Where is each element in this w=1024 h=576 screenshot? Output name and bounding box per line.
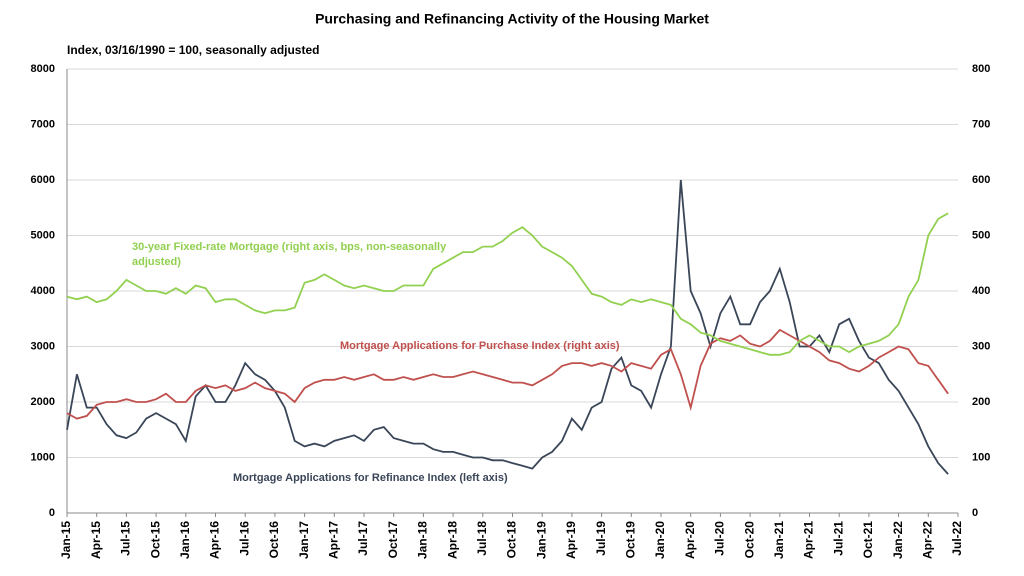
y-tick-label: 7000 [31, 118, 55, 130]
x-tick-label: Jul-21 [831, 521, 845, 556]
y2-tick-label: 500 [972, 229, 990, 241]
y2-tick-label: 100 [972, 451, 990, 463]
x-tick-label: Jul-15 [119, 521, 133, 556]
x-tick-label: Jan-16 [178, 521, 192, 559]
x-tick-label: Jul-19 [594, 521, 608, 556]
x-tick-label: Oct-21 [861, 521, 875, 559]
x-tick-label: Apr-22 [920, 521, 934, 559]
chart-title: Purchasing and Refinancing Activity of t… [315, 11, 709, 27]
chart-subtitle: Index, 03/16/1990 = 100, seasonally adju… [67, 43, 319, 57]
y2-tick-label: 200 [972, 396, 990, 408]
y2-tick-label: 400 [972, 285, 990, 297]
y2-tick-label: 800 [972, 63, 990, 75]
series-label: Mortgage Applications for Refinance Inde… [233, 472, 508, 484]
series-label: Mortgage Applications for Purchase Index… [340, 340, 620, 352]
x-tick-label: Oct-15 [148, 521, 162, 559]
y-tick-label: 3000 [31, 340, 55, 352]
y-tick-label: 5000 [31, 229, 55, 241]
x-tick-label: Jul-18 [475, 521, 489, 556]
x-tick-label: Oct-17 [386, 521, 400, 559]
x-tick-label: Jan-19 [534, 521, 548, 559]
series-line [66, 179, 949, 475]
y-tick-label: 1000 [31, 451, 55, 463]
x-tick-label: Oct-18 [505, 521, 519, 559]
y2-tick-label: 600 [972, 174, 990, 186]
y-tick-label: 2000 [31, 396, 55, 408]
y-tick-label: 8000 [31, 63, 55, 75]
x-tick-label: Jan-18 [416, 521, 430, 559]
y2-tick-label: 0 [972, 507, 978, 519]
series-line [66, 328, 949, 420]
y-tick-label: 6000 [31, 174, 55, 186]
x-tick-label: Apr-19 [564, 521, 578, 559]
x-tick-label: Jan-22 [891, 521, 905, 559]
x-tick-label: Jul-17 [356, 521, 370, 556]
x-tick-label: Jan-15 [59, 521, 73, 559]
x-tick-label: Apr-15 [89, 521, 103, 559]
x-tick-label: Oct-19 [623, 521, 637, 559]
y-tick-label: 4000 [31, 285, 55, 297]
x-tick-label: Jul-16 [237, 521, 251, 556]
x-tick-label: Jul-20 [713, 521, 727, 556]
x-tick-label: Jan-20 [653, 521, 667, 559]
x-tick-label: Apr-20 [683, 521, 697, 559]
x-tick-label: Jan-17 [297, 521, 311, 559]
x-tick-label: Apr-21 [802, 521, 816, 559]
x-tick-label: Apr-18 [445, 521, 459, 559]
x-tick-label: Jan-21 [772, 521, 786, 559]
y-tick-label: 0 [49, 507, 55, 519]
x-tick-label: Apr-17 [326, 521, 340, 559]
x-tick-label: Oct-20 [742, 521, 756, 559]
x-tick-label: Oct-16 [267, 521, 281, 559]
x-tick-label: Apr-16 [208, 521, 222, 559]
series-label: 30-year Fixed-rate Mortgage (right axis,… [132, 241, 447, 268]
series-line [66, 212, 949, 356]
y2-tick-label: 700 [972, 118, 990, 130]
x-tick-label: Jul-22 [950, 521, 964, 556]
y2-tick-label: 300 [972, 340, 990, 352]
